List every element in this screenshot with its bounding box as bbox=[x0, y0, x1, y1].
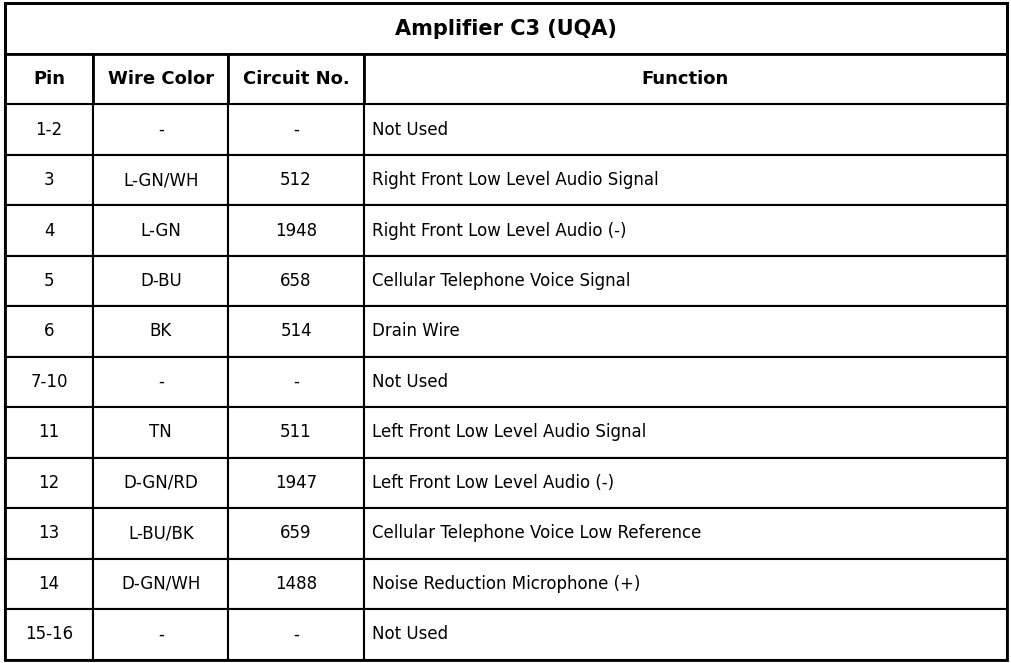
Bar bbox=[228, 154, 363, 206]
Text: 1-2: 1-2 bbox=[35, 121, 63, 139]
Text: 1948: 1948 bbox=[275, 221, 316, 239]
Bar bbox=[93, 509, 228, 559]
Bar bbox=[363, 256, 1006, 306]
Bar bbox=[363, 509, 1006, 559]
Bar bbox=[228, 104, 363, 154]
Bar bbox=[363, 154, 1006, 206]
Bar bbox=[228, 457, 363, 509]
Text: Right Front Low Level Audio (-): Right Front Low Level Audio (-) bbox=[371, 221, 626, 239]
Text: -: - bbox=[293, 625, 298, 643]
Text: 658: 658 bbox=[280, 272, 311, 290]
Text: Not Used: Not Used bbox=[371, 373, 448, 391]
Text: 511: 511 bbox=[280, 424, 311, 442]
Text: Circuit No.: Circuit No. bbox=[243, 70, 349, 88]
Bar bbox=[363, 306, 1006, 357]
Bar bbox=[5, 104, 93, 154]
Bar bbox=[93, 54, 228, 104]
Text: Noise Reduction Microphone (+): Noise Reduction Microphone (+) bbox=[371, 575, 640, 593]
Text: Not Used: Not Used bbox=[371, 625, 448, 643]
Text: Drain Wire: Drain Wire bbox=[371, 322, 459, 341]
Text: Right Front Low Level Audio Signal: Right Front Low Level Audio Signal bbox=[371, 171, 658, 189]
Text: 13: 13 bbox=[38, 524, 60, 542]
Bar bbox=[363, 559, 1006, 609]
Bar bbox=[228, 559, 363, 609]
Text: L-GN: L-GN bbox=[141, 221, 181, 239]
Bar bbox=[93, 357, 228, 407]
Text: L-BU/BK: L-BU/BK bbox=[127, 524, 193, 542]
Text: 15-16: 15-16 bbox=[25, 625, 73, 643]
Text: -: - bbox=[293, 373, 298, 391]
Text: -: - bbox=[158, 373, 164, 391]
Bar bbox=[93, 154, 228, 206]
Bar bbox=[363, 609, 1006, 660]
Text: D-GN/WH: D-GN/WH bbox=[121, 575, 200, 593]
Text: BK: BK bbox=[150, 322, 172, 341]
Text: 3: 3 bbox=[43, 171, 55, 189]
Bar bbox=[93, 457, 228, 509]
Bar bbox=[228, 206, 363, 256]
Bar bbox=[93, 407, 228, 457]
Bar bbox=[228, 256, 363, 306]
Text: Not Used: Not Used bbox=[371, 121, 448, 139]
Bar bbox=[5, 206, 93, 256]
Text: 7-10: 7-10 bbox=[30, 373, 68, 391]
Bar bbox=[93, 306, 228, 357]
Text: 5: 5 bbox=[43, 272, 55, 290]
Bar bbox=[5, 306, 93, 357]
Bar bbox=[93, 609, 228, 660]
Text: Pin: Pin bbox=[33, 70, 65, 88]
Text: -: - bbox=[293, 121, 298, 139]
Text: Cellular Telephone Voice Signal: Cellular Telephone Voice Signal bbox=[371, 272, 630, 290]
Text: Function: Function bbox=[641, 70, 728, 88]
Bar bbox=[5, 256, 93, 306]
Bar bbox=[5, 509, 93, 559]
Bar bbox=[5, 54, 93, 104]
Bar bbox=[363, 357, 1006, 407]
Text: D-BU: D-BU bbox=[140, 272, 182, 290]
Text: TN: TN bbox=[150, 424, 172, 442]
Text: 659: 659 bbox=[280, 524, 311, 542]
Bar bbox=[5, 407, 93, 457]
Bar bbox=[5, 357, 93, 407]
Bar bbox=[5, 609, 93, 660]
Text: Cellular Telephone Voice Low Reference: Cellular Telephone Voice Low Reference bbox=[371, 524, 701, 542]
Text: L-GN/WH: L-GN/WH bbox=[123, 171, 198, 189]
Bar bbox=[228, 54, 363, 104]
Text: 12: 12 bbox=[38, 474, 60, 492]
Text: -: - bbox=[158, 625, 164, 643]
Bar bbox=[5, 457, 93, 509]
Bar bbox=[228, 306, 363, 357]
Text: 11: 11 bbox=[38, 424, 60, 442]
Text: Amplifier C3 (UQA): Amplifier C3 (UQA) bbox=[394, 19, 617, 38]
Bar bbox=[93, 559, 228, 609]
Bar bbox=[363, 407, 1006, 457]
Bar bbox=[5, 559, 93, 609]
Bar bbox=[228, 407, 363, 457]
Bar bbox=[363, 457, 1006, 509]
Text: 4: 4 bbox=[43, 221, 55, 239]
Text: 514: 514 bbox=[280, 322, 311, 341]
Bar bbox=[363, 206, 1006, 256]
Text: 1947: 1947 bbox=[275, 474, 316, 492]
Text: 512: 512 bbox=[280, 171, 311, 189]
Text: Left Front Low Level Audio (-): Left Front Low Level Audio (-) bbox=[371, 474, 614, 492]
Bar bbox=[228, 357, 363, 407]
Bar bbox=[228, 509, 363, 559]
Bar bbox=[228, 609, 363, 660]
Bar bbox=[93, 256, 228, 306]
Bar bbox=[5, 154, 93, 206]
Bar bbox=[363, 54, 1006, 104]
Text: 6: 6 bbox=[43, 322, 55, 341]
Text: Left Front Low Level Audio Signal: Left Front Low Level Audio Signal bbox=[371, 424, 645, 442]
Text: 14: 14 bbox=[38, 575, 60, 593]
Bar bbox=[93, 206, 228, 256]
Bar bbox=[5, 3, 1006, 54]
Bar bbox=[363, 104, 1006, 154]
Text: 1488: 1488 bbox=[275, 575, 316, 593]
Text: D-GN/RD: D-GN/RD bbox=[123, 474, 198, 492]
Bar bbox=[93, 104, 228, 154]
Text: -: - bbox=[158, 121, 164, 139]
Text: Wire Color: Wire Color bbox=[108, 70, 213, 88]
